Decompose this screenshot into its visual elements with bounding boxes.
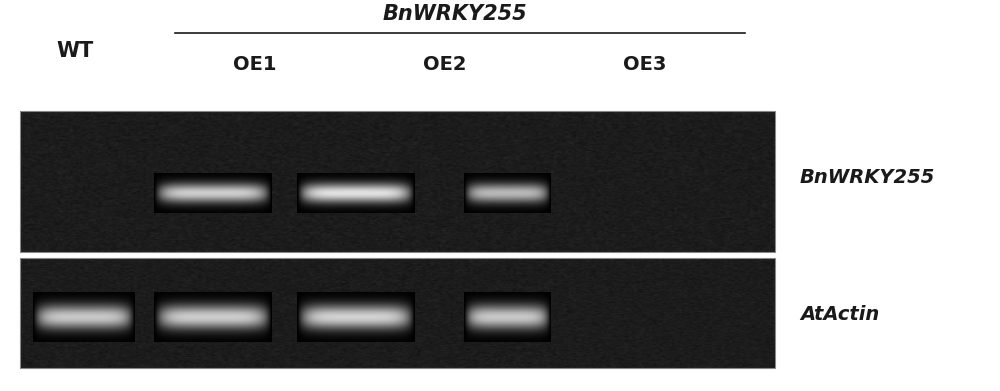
Text: AtActin: AtActin — [800, 305, 879, 324]
Text: BnWRKY255: BnWRKY255 — [800, 169, 935, 187]
Text: OE2: OE2 — [423, 55, 467, 74]
Bar — [20, 111, 775, 252]
Text: WT: WT — [56, 41, 94, 61]
Text: OE1: OE1 — [233, 55, 277, 74]
Text: BnWRKY255: BnWRKY255 — [383, 4, 527, 24]
Text: OE3: OE3 — [623, 55, 667, 74]
Bar — [20, 258, 775, 368]
